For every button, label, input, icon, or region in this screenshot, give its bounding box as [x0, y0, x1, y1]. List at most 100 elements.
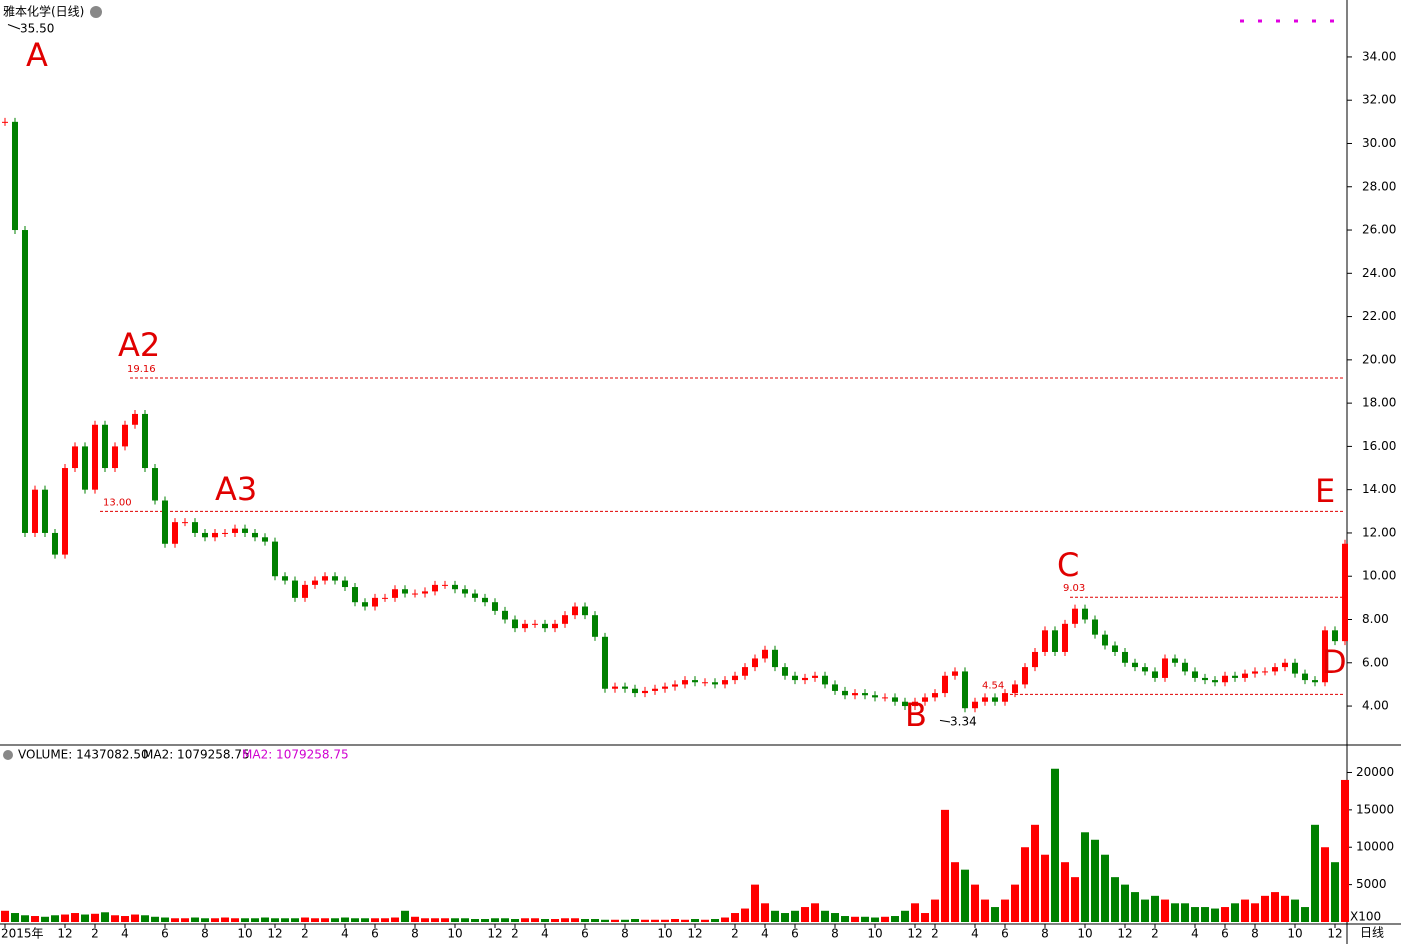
volume-bar: [951, 862, 959, 922]
candle: [102, 424, 108, 469]
x-tick-label: 10: [1077, 927, 1092, 941]
menu-button[interactable]: [90, 6, 102, 18]
volume-bar: [771, 910, 779, 922]
x-tick-label: 4: [341, 927, 349, 941]
volume-bar: [1, 910, 9, 922]
candle: [142, 413, 148, 469]
candle: [752, 658, 758, 668]
candle: [402, 589, 408, 594]
volume-bar: [661, 919, 669, 922]
candle: [492, 602, 498, 611]
volume-bar: [1081, 832, 1089, 922]
x-tick-label: 10: [867, 927, 882, 941]
volume-bar: [41, 916, 49, 922]
volume-bar: [1021, 847, 1029, 922]
volume-bar: [21, 915, 29, 922]
x-tick-label: 8: [831, 927, 839, 941]
candle: [802, 677, 808, 681]
volume-bar: [1121, 884, 1129, 922]
volume-bar: [291, 918, 299, 922]
volume-bar: [451, 918, 459, 922]
volume-bar: [1211, 908, 1219, 922]
volume-bar: [821, 910, 829, 922]
volume-bar: [221, 917, 229, 922]
candle: [1032, 651, 1038, 668]
level-label: 13.00: [103, 497, 132, 508]
volume-bar: [101, 912, 109, 922]
volume-bar: [381, 918, 389, 922]
candle: [712, 682, 718, 685]
volume-bar: [1221, 907, 1229, 922]
candle: [1202, 677, 1208, 681]
volume-bar: [531, 918, 539, 922]
candle: [242, 528, 248, 533]
volume-bar: [1141, 899, 1149, 922]
stock-title: 雅本化学(日线): [3, 4, 84, 19]
x-tick-label: 2015年: [1, 927, 44, 941]
candle: [342, 580, 348, 588]
candle: [562, 615, 568, 624]
candle: [1192, 671, 1198, 678]
extreme-label: 35.50: [20, 22, 54, 36]
candle: [1242, 673, 1248, 678]
x-tick-label: 4: [121, 927, 129, 941]
volume-bar: [1161, 899, 1169, 922]
volume-bar: [271, 918, 279, 922]
candle: [722, 680, 728, 685]
level-label: 19.16: [127, 364, 156, 375]
candle: [372, 597, 378, 607]
x-tick-label: 6: [581, 927, 589, 941]
y-tick-label: 32.00: [1362, 93, 1396, 107]
candle: [472, 593, 478, 598]
volume-bar: [1261, 895, 1269, 922]
candle: [72, 446, 78, 469]
x-tick-label: 6: [371, 927, 379, 941]
volume-bar: [1181, 903, 1189, 922]
volume-bar: [521, 918, 529, 922]
volume-bar: [871, 917, 879, 922]
volume-bar: [1291, 899, 1299, 922]
volume-bar: [31, 916, 39, 922]
menu-button[interactable]: [3, 750, 13, 760]
candle: [432, 584, 438, 592]
volume-bar: [501, 918, 509, 922]
candle: [422, 591, 428, 594]
volume-bar: [481, 919, 489, 922]
volume-bar: [1151, 895, 1159, 922]
volume-bar: [811, 903, 819, 922]
volume-bar: [1201, 907, 1209, 922]
candle: [322, 576, 328, 581]
volume-bar: [171, 918, 179, 922]
candle: [1132, 662, 1138, 668]
volume-bar: [921, 913, 929, 922]
x-tick-label: 2: [931, 927, 939, 941]
candle: [512, 619, 518, 629]
candle: [652, 688, 658, 691]
candle: [902, 701, 908, 707]
x-tick-label: 12: [57, 927, 72, 941]
volume-bar: [281, 918, 289, 922]
volume-bar: [231, 918, 239, 922]
volume-bar: [791, 910, 799, 922]
x-tick-label: 12: [1327, 927, 1342, 941]
x-tick-label: 12: [907, 927, 922, 941]
volume-bar: [1091, 839, 1099, 922]
candle: [2, 121, 8, 123]
y-tick-label: 14.00: [1362, 482, 1396, 496]
candle: [772, 649, 778, 668]
x-tick-label: 4: [971, 927, 979, 941]
candle: [792, 675, 798, 681]
y-tick-label: 20.00: [1362, 352, 1396, 366]
volume-bar: [991, 907, 999, 922]
wave-label: D: [1322, 643, 1347, 681]
candle: [602, 636, 608, 689]
volume-bar: [201, 918, 209, 922]
volume-bar: [431, 918, 439, 922]
volume-bar: [631, 919, 639, 922]
volume-bar: [621, 919, 629, 922]
volume-bar: [321, 918, 329, 922]
volume-bar: [121, 916, 129, 922]
y-tick-label: 8.00: [1362, 612, 1389, 626]
candle: [52, 532, 58, 555]
